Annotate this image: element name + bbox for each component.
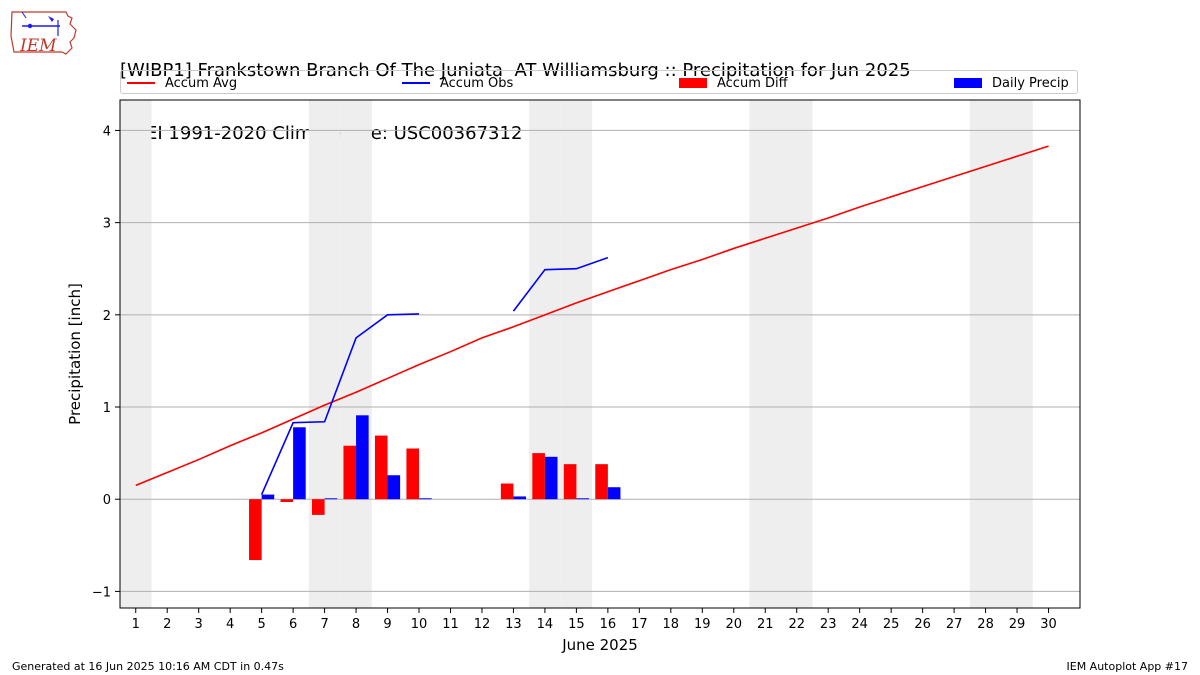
accum-diff-bar [374, 435, 388, 500]
x-tick-label: 1 [132, 617, 140, 632]
x-tick-label: 26 [914, 617, 931, 632]
x-tick-label: 9 [383, 617, 391, 632]
daily-precip-bar [261, 494, 275, 500]
legend-item-accum-diff: Accum Diff [679, 74, 788, 92]
accum-diff-bar [280, 499, 294, 502]
daily-precip-bar [607, 487, 621, 500]
weekend-band [120, 100, 152, 608]
logo-text: IEM [19, 36, 57, 56]
iowa-state-outline-logo-icon: IEM [10, 11, 77, 56]
legend-label-accum-obs: Accum Obs [440, 75, 514, 91]
x-tick-label: 10 [411, 617, 428, 632]
legend-item-daily-precip: Daily Precip [954, 74, 1069, 92]
x-tick-label: 24 [851, 617, 868, 632]
x-tick-label: 17 [631, 617, 648, 632]
legend-item-accum-avg: Accum Avg [127, 74, 237, 92]
y-tick-label: 0 [103, 493, 111, 508]
x-tick-label: 2 [163, 617, 171, 632]
x-tick-label: 4 [226, 617, 234, 632]
grid-lines [120, 129, 1080, 592]
x-tick-label: 5 [257, 617, 265, 632]
accum-diff-bar [249, 499, 262, 561]
accum-diff-bar [343, 445, 357, 500]
y-tick-label: 1 [103, 401, 111, 416]
x-tick-label: 8 [352, 617, 360, 632]
daily-precip-bar [513, 496, 527, 500]
iem-logo: IEM [8, 6, 80, 58]
generated-note: Generated at 16 Jun 2025 10:16 AM CDT in… [12, 660, 284, 673]
x-tick-label: 6 [289, 617, 297, 632]
accum-diff-bar [532, 453, 545, 500]
x-tick-label: 7 [320, 617, 328, 632]
y-axis-label: Precipitation [inch] [66, 283, 84, 425]
x-tick-label: 14 [537, 617, 554, 632]
x-tick-label: 30 [1040, 617, 1057, 632]
y-tick-label: 3 [103, 217, 111, 232]
x-tick-label: 11 [442, 617, 459, 632]
weekend-band [749, 100, 781, 608]
x-tick-label: 18 [663, 617, 680, 632]
x-tick-label: 22 [788, 617, 805, 632]
bars-layer [249, 415, 621, 561]
weekend-band [340, 100, 372, 608]
accum-avg-line [135, 145, 1049, 487]
weekend-band [560, 100, 593, 608]
x-tick-label: 3 [195, 617, 203, 632]
accum-diff-bar [500, 483, 514, 500]
x-tick-label: 27 [946, 617, 963, 632]
x-tick-label: 28 [977, 617, 994, 632]
app-note: IEM Autoplot App #17 [1066, 660, 1189, 673]
legend-item-accum-obs: Accum Obs [402, 74, 513, 92]
legend-swatch-accum-diff [679, 78, 707, 88]
legend-label-accum-avg: Accum Avg [165, 75, 238, 91]
x-axis-label: June 2025 [561, 636, 638, 654]
legend-label-accum-diff: Accum Diff [717, 75, 788, 91]
x-tick-label: 25 [883, 617, 900, 632]
daily-precip-bar [576, 498, 589, 500]
weekend-band [1001, 100, 1033, 608]
y-tick-label: 2 [103, 309, 111, 324]
legend-swatch-daily-precip [954, 78, 982, 88]
accum-diff-bar [563, 464, 577, 500]
legend-label-daily-precip: Daily Precip [992, 75, 1069, 91]
daily-precip-bar [293, 427, 306, 500]
weekend-band [969, 100, 1002, 608]
chart-legend: Accum Avg Accum Obs Accum Diff Daily Pre… [120, 70, 1078, 94]
y-tick-label: −1 [92, 585, 111, 600]
daily-precip-bar [387, 475, 401, 500]
x-tick-label: 13 [505, 617, 522, 632]
weekend-band [308, 100, 341, 608]
weekend-shading [120, 100, 1033, 608]
accum-obs-line [512, 256, 609, 312]
x-tick-label: 19 [694, 617, 711, 632]
x-tick-label: 20 [725, 617, 742, 632]
legend-swatch-accum-avg [127, 82, 155, 84]
x-tick-label: 23 [820, 617, 837, 632]
accum-obs-line [260, 313, 420, 495]
x-tick-label: 16 [600, 617, 617, 632]
accum-diff-bar [595, 464, 608, 500]
daily-precip-bar [324, 498, 338, 500]
weekend-band [780, 100, 813, 608]
x-tick-label: 29 [1009, 617, 1026, 632]
x-tick-label: 21 [757, 617, 774, 632]
accum-diff-bar [406, 448, 420, 500]
legend-swatch-accum-obs [402, 82, 430, 84]
x-tick-label: 12 [474, 617, 491, 632]
accum-diff-bar [312, 499, 325, 515]
lines-layer [135, 145, 1049, 495]
daily-precip-bar [544, 456, 558, 500]
y-tick-label: 4 [103, 124, 111, 139]
daily-precip-bar [419, 498, 432, 500]
plot-frame [119, 99, 1081, 609]
weekend-band [529, 100, 561, 608]
x-tick-label: 15 [568, 617, 585, 632]
daily-precip-bar [356, 415, 369, 500]
